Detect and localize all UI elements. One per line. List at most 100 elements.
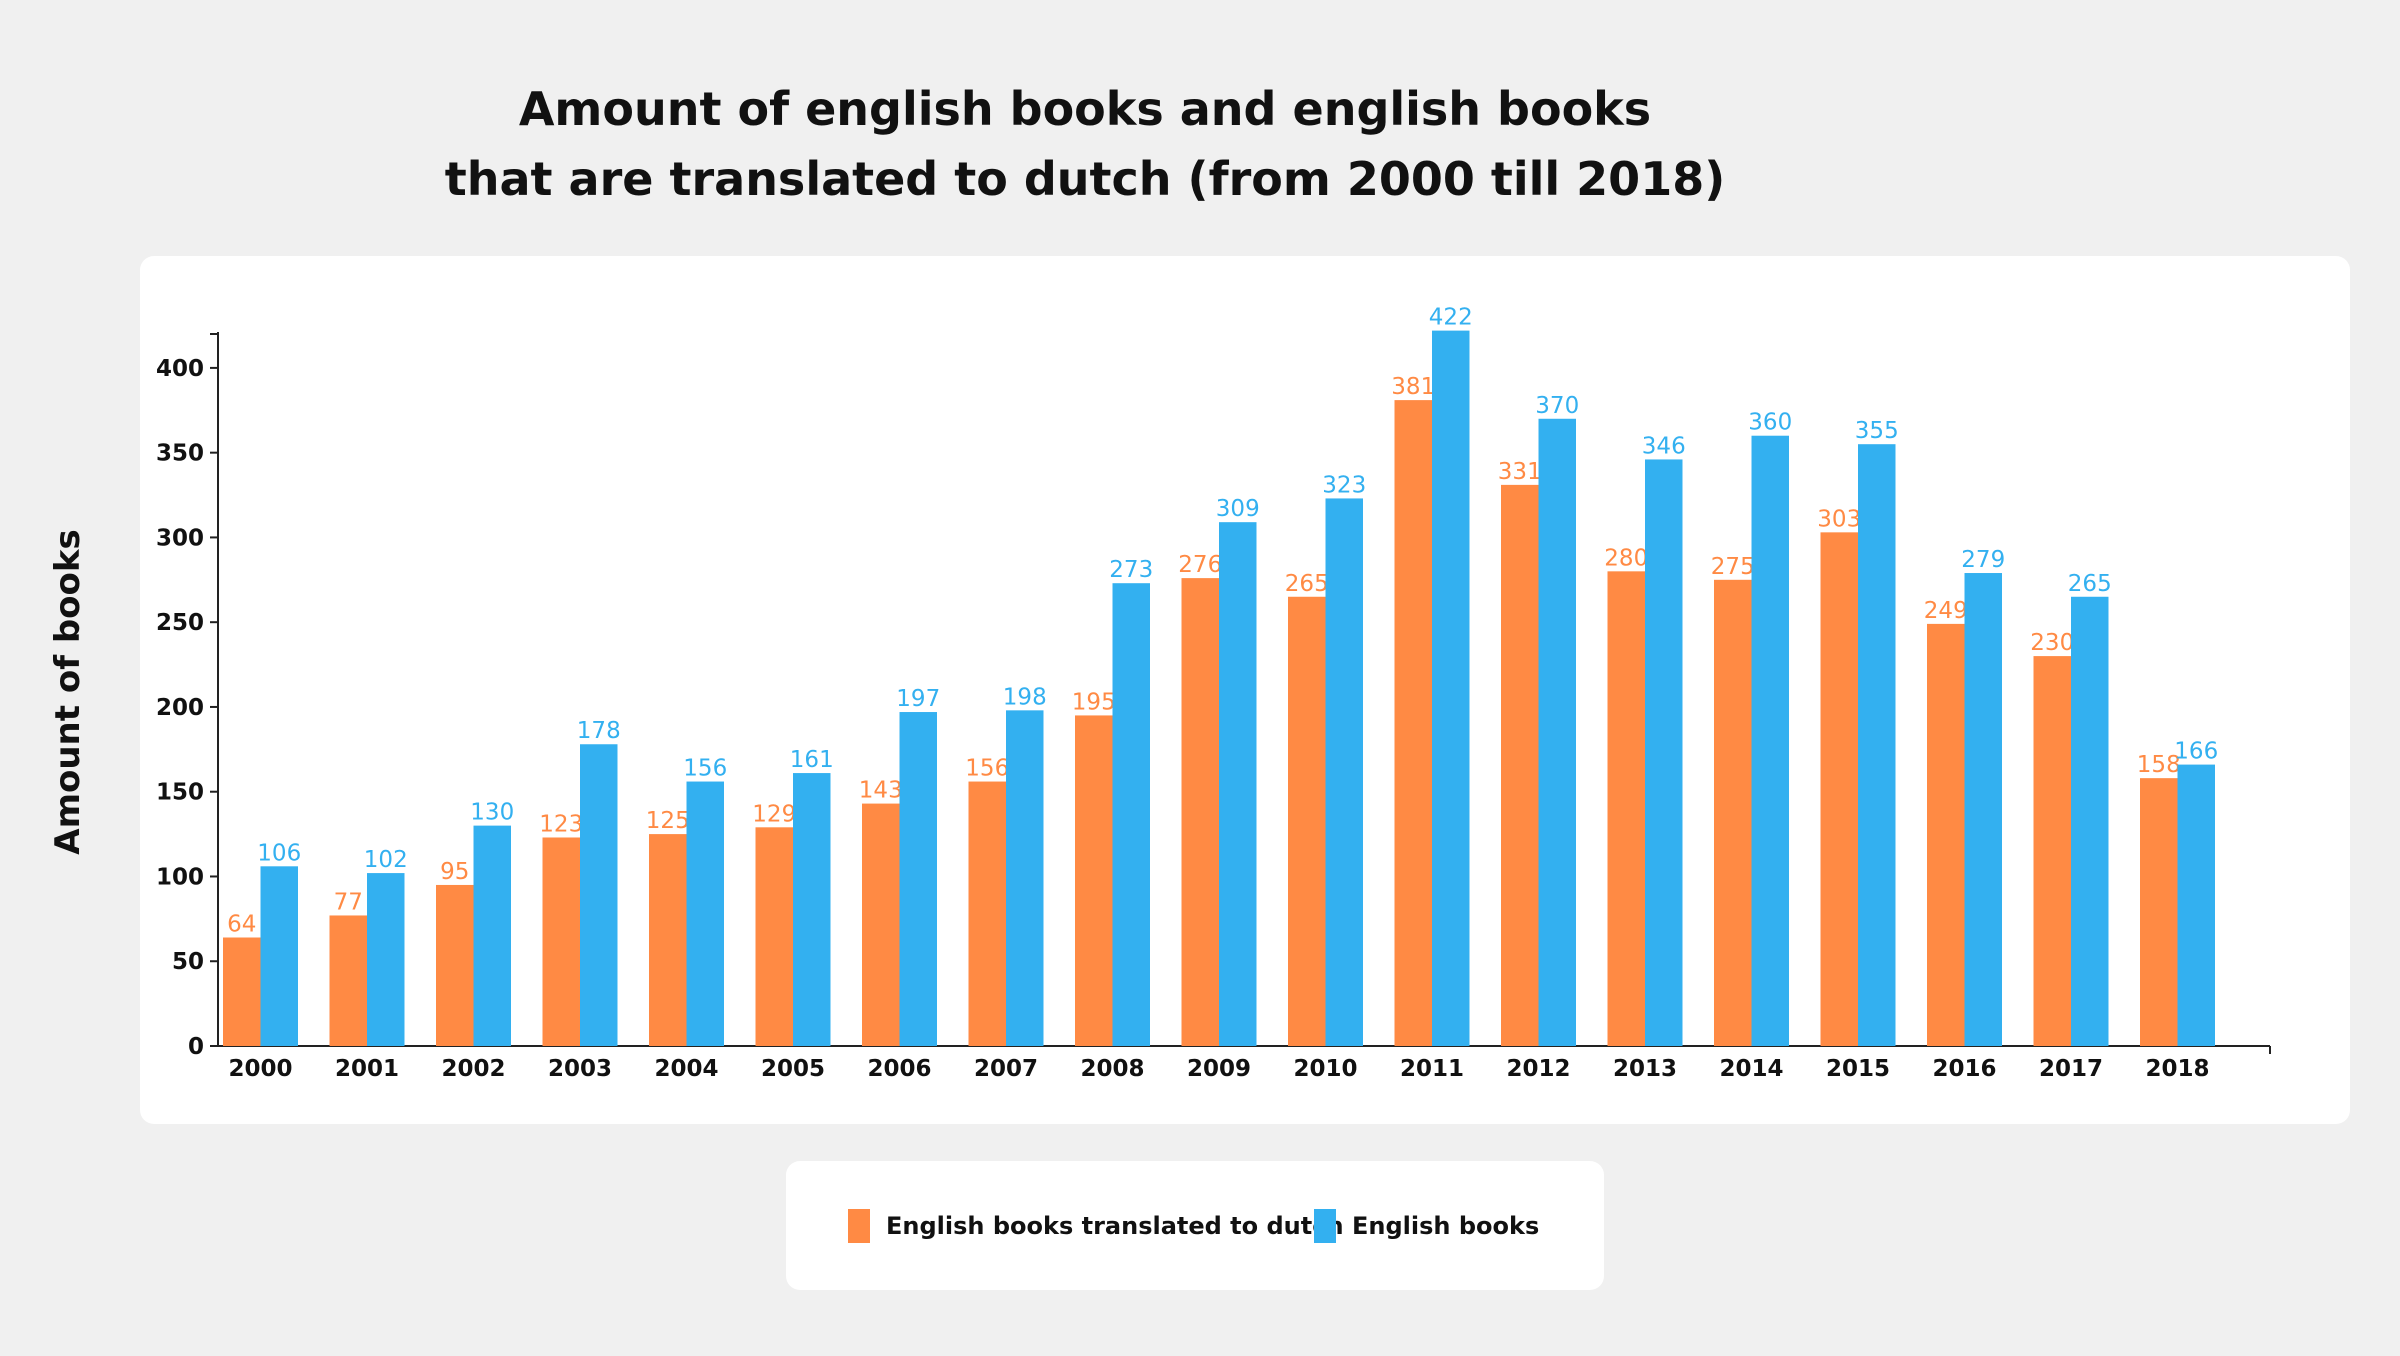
legend-swatch-english <box>1314 1209 1336 1243</box>
bar-chart: 0501001502002503003504002000641062001771… <box>156 305 2271 1082</box>
legend-label-english: English books <box>1352 1212 1540 1240</box>
data-label-translated: 77 <box>334 889 363 915</box>
bar-translated <box>1607 571 1645 1046</box>
bar-translated <box>1075 715 1113 1046</box>
bar-english <box>1645 459 1683 1046</box>
x-tick-label: 2004 <box>654 1056 718 1082</box>
bar-english <box>1964 573 2002 1046</box>
y-tick-label: 250 <box>156 610 204 636</box>
bar-translated <box>329 915 367 1046</box>
bar-english <box>1751 435 1789 1046</box>
bar-translated <box>1181 578 1219 1046</box>
chart-title-line-2: that are translated to dutch (from 2000 … <box>444 152 1726 206</box>
data-label-translated: 158 <box>2137 752 2181 778</box>
bar-translated <box>1820 532 1858 1046</box>
x-tick-label: 2016 <box>1932 1056 1996 1082</box>
legend-item-translated: English books translated to dutch <box>848 1209 1344 1243</box>
bar-translated <box>755 827 793 1046</box>
bar-english <box>2071 596 2109 1046</box>
data-label-english: 178 <box>577 718 621 744</box>
x-tick-label: 2001 <box>335 1056 399 1082</box>
data-label-translated: 265 <box>1285 571 1329 597</box>
x-tick-label: 2010 <box>1293 1056 1357 1082</box>
bar-translated <box>436 884 474 1046</box>
data-label-translated: 275 <box>1711 554 1755 580</box>
data-label-english: 102 <box>364 847 408 873</box>
data-label-translated: 129 <box>752 801 796 827</box>
bar-english <box>899 712 937 1046</box>
data-label-english: 106 <box>257 840 301 866</box>
data-label-translated: 303 <box>1817 506 1861 532</box>
y-tick-label: 0 <box>188 1034 204 1060</box>
data-label-translated: 125 <box>646 808 690 834</box>
data-label-english: 198 <box>1003 684 1047 710</box>
data-label-english: 323 <box>1322 472 1366 498</box>
data-label-translated: 195 <box>1072 689 1116 715</box>
x-tick-label: 2006 <box>867 1056 931 1082</box>
x-tick-label: 2011 <box>1400 1056 1464 1082</box>
x-tick-label: 2017 <box>2039 1056 2103 1082</box>
y-tick-label: 350 <box>156 441 204 467</box>
y-tick-label: 50 <box>172 949 204 975</box>
data-label-translated: 249 <box>1924 598 1968 624</box>
y-tick-label: 100 <box>156 864 204 890</box>
data-label-translated: 230 <box>2030 630 2074 656</box>
data-label-translated: 143 <box>859 778 903 804</box>
bar-translated <box>968 781 1006 1046</box>
y-tick-label: 400 <box>156 356 204 382</box>
x-tick-label: 2007 <box>974 1056 1038 1082</box>
data-label-english: 370 <box>1535 393 1579 419</box>
bar-english <box>580 744 618 1046</box>
bar-translated <box>862 803 900 1046</box>
bar-translated <box>542 837 580 1046</box>
data-label-translated: 331 <box>1498 459 1542 485</box>
bar-english <box>686 781 724 1046</box>
data-label-english: 355 <box>1855 418 1899 444</box>
bar-english <box>1432 330 1470 1047</box>
chart-card: 0 50 100 150 200 250 300 350 400 2000 64 106 2001 77 1… <box>140 256 2350 1124</box>
bar-english <box>473 825 511 1046</box>
x-tick-label: 2018 <box>2145 1056 2209 1082</box>
data-label-english: 309 <box>1216 496 1260 522</box>
legend-label-translated: English books translated to dutch <box>886 1212 1344 1240</box>
data-label-english: 273 <box>1109 557 1153 583</box>
bar-english <box>1538 418 1576 1046</box>
bar-english <box>1006 710 1044 1046</box>
y-axis-label: Amount of books <box>48 529 88 855</box>
bar-translated <box>1501 484 1539 1046</box>
bar-english <box>793 773 831 1046</box>
bar-english <box>1858 444 1896 1046</box>
data-label-english: 166 <box>2174 739 2218 765</box>
data-label-translated: 95 <box>440 859 469 885</box>
bar-translated <box>649 834 687 1046</box>
x-tick-label: 2009 <box>1187 1056 1251 1082</box>
data-label-translated: 280 <box>1604 545 1648 571</box>
data-label-english: 279 <box>1961 547 2005 573</box>
bar-english <box>1325 498 1363 1046</box>
bar-english <box>1219 522 1257 1046</box>
y-tick-label: 150 <box>156 780 204 806</box>
data-label-translated: 381 <box>1391 374 1435 400</box>
x-tick-label: 2003 <box>548 1056 612 1082</box>
data-label-english: 346 <box>1642 433 1686 459</box>
legend-swatch-translated <box>848 1209 870 1243</box>
bar-english <box>367 873 405 1046</box>
x-tick-label: 2015 <box>1826 1056 1890 1082</box>
data-label-english: 197 <box>896 686 940 712</box>
data-label-translated: 64 <box>227 912 256 938</box>
bar-translated <box>2140 778 2178 1046</box>
legend-item-english: English books <box>1314 1209 1539 1243</box>
data-label-translated: 276 <box>1178 552 1222 578</box>
bar-translated <box>223 937 261 1046</box>
x-tick-label: 2008 <box>1080 1056 1144 1082</box>
data-label-english: 130 <box>470 800 514 826</box>
data-label-english: 265 <box>2068 571 2112 597</box>
bar-english <box>1112 583 1150 1046</box>
x-tick-label: 2013 <box>1613 1056 1677 1082</box>
y-tick-label: 200 <box>156 695 204 721</box>
bar-translated <box>1927 623 1965 1046</box>
bar-translated <box>1714 579 1752 1046</box>
x-tick-label: 2005 <box>761 1056 825 1082</box>
data-label-english: 360 <box>1748 410 1792 436</box>
